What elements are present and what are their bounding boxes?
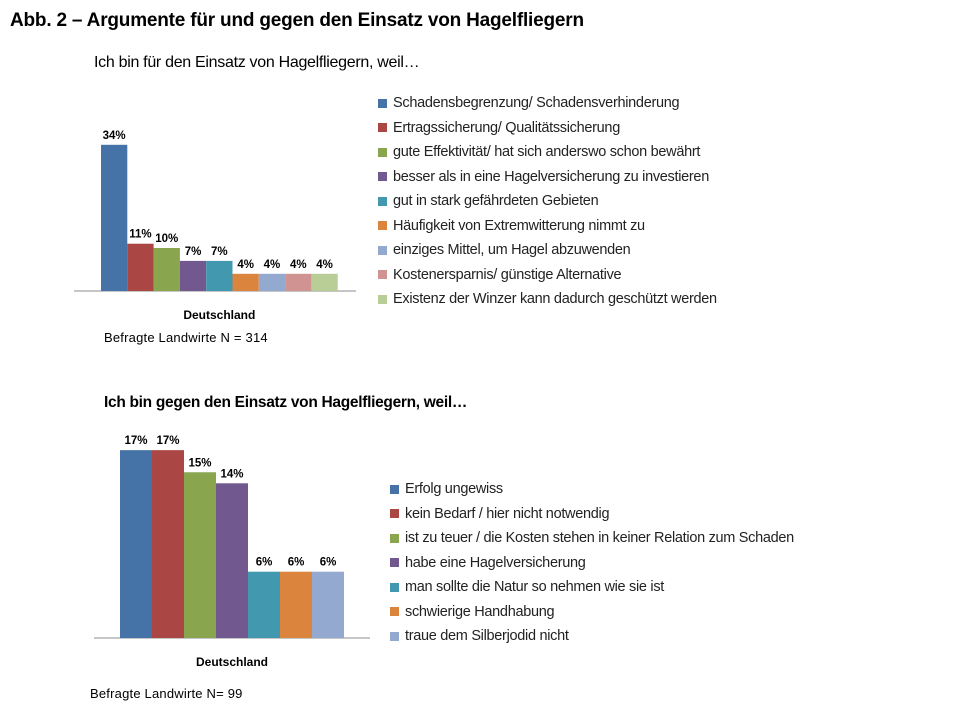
chart1-legend-item-2: Ertragssicherung/ Qualitätssicherung [378,116,717,141]
chart1-bar-9 [311,273,338,291]
legend-label: Ertragssicherung/ Qualitätssicherung [393,119,620,136]
chart1-bar-3 [153,248,180,291]
chart2-data-label-5: 6% [256,557,273,569]
chart2-bar-1 [120,450,152,638]
legend-label: Häufigkeit von Extremwitterung nimmt zu [393,217,645,234]
legend-swatch [378,123,387,133]
chart2-bar-4 [216,483,248,638]
chart1-data-label-7: 4% [264,259,281,271]
chart1-data-label-2: 11% [129,229,151,241]
chart1-bar-2 [127,243,154,291]
legend-swatch [378,196,387,206]
chart2-bar-2 [152,450,184,638]
legend-label: habe eine Hagelversicherung [405,554,586,571]
chart1-legend-item-4: besser als in eine Hagelversicherung zu … [378,165,717,190]
chart2-bar-6 [280,571,312,638]
chart2-sample-note: Befragte Landwirte N= 99 [90,686,243,701]
legend-label: einziges Mittel, um Hagel abzuwenden [393,242,631,259]
chart1-category-label: Deutschland [183,308,255,322]
legend-swatch [378,221,387,231]
chart2-bar-7 [312,571,344,638]
legend-swatch [390,631,399,641]
legend-label: Existenz der Winzer kann dadurch geschüt… [393,291,717,308]
chart2-legend-item-7: traue dem Silberjodid nicht [390,624,794,649]
chart1-data-label-9: 4% [316,259,333,271]
chart1-bar-6 [232,273,259,291]
legend-label: Schadensbegrenzung/ Schadensverhinderung [393,95,680,112]
legend-swatch [378,147,387,157]
chart2-data-label-4: 14% [220,468,243,480]
chart2-legend-item-2: kein Bedarf / hier nicht notwendig [390,502,794,527]
legend-swatch [390,509,399,519]
chart1-bar-8 [285,273,312,291]
chart2-data-label-6: 6% [288,557,305,569]
legend-label: traue dem Silberjodid nicht [405,628,569,645]
chart1-sample-note: Befragte Landwirte N = 314 [104,330,268,345]
chart2-legend-item-6: schwierige Handhabung [390,600,794,625]
chart1-data-label-4: 7% [185,246,202,258]
chart2-data-label-2: 17% [156,435,179,447]
chart1-data-label-1: 34% [103,130,126,142]
chart2-data-label-7: 6% [320,557,337,569]
chart1-title: Ich bin für den Einsatz von Hagelflieger… [94,54,420,71]
legend-label: gut in stark gefährdeten Gebieten [393,193,599,210]
legend-label: schwierige Handhabung [405,603,555,620]
legend-swatch [390,484,399,494]
legend-label: Kostenersparnis/ günstige Alternative [393,266,622,283]
legend-label: Erfolg ungewiss [405,481,503,498]
chart2-bar-3 [184,472,216,638]
chart1-legend-item-6: Häufigkeit von Extremwitterung nimmt zu [378,214,717,239]
legend-label: kein Bedarf / hier nicht notwendig [405,505,610,522]
chart1-legend-item-5: gut in stark gefährdeten Gebieten [378,189,717,214]
chart1-data-label-6: 4% [237,259,254,271]
legend-swatch [378,294,387,304]
chart1-legend-item-8: Kostenersparnis/ günstige Alternative [378,263,717,288]
chart2-legend-item-3: ist zu teuer / die Kosten stehen in kein… [390,526,794,551]
legend-swatch [390,582,399,592]
legend-swatch [378,270,387,280]
legend-label: ist zu teuer / die Kosten stehen in kein… [405,530,794,547]
chart1-legend: Schadensbegrenzung/ Schadensverhinderung… [378,91,717,312]
chart2-legend-item-5: man sollte die Natur so nehmen wie sie i… [390,575,794,600]
chart1-data-label-5: 7% [211,246,228,258]
legend-label: besser als in eine Hagelversicherung zu … [393,168,709,185]
chart1-bar-1 [101,144,128,291]
chart2-legend-item-1: Erfolg ungewiss [390,477,794,502]
chart2-category-label: Deutschland [196,655,268,669]
legend-swatch [390,558,399,568]
chart2-data-label-3: 15% [188,457,211,469]
chart2-title: Ich bin gegen den Einsatz von Hagelflieg… [104,394,468,411]
chart1-data-label-3: 10% [155,233,178,245]
page-title: Abb. 2 – Argumente für und gegen den Ein… [10,10,584,31]
chart1-legend-item-7: einziges Mittel, um Hagel abzuwenden [378,238,717,263]
chart2-bar-5 [248,571,280,638]
legend-swatch [390,533,399,543]
chart1-legend-item-1: Schadensbegrenzung/ Schadensverhinderung [378,91,717,116]
chart1-bar-5 [206,260,233,291]
legend-swatch [378,98,387,108]
chart1-data-label-8: 4% [290,259,307,271]
chart1-legend-item-3: gute Effektivität/ hat sich anderswo sch… [378,140,717,165]
legend-label: man sollte die Natur so nehmen wie sie i… [405,579,664,596]
chart1-bar-7 [258,273,286,291]
legend-swatch [378,172,387,182]
legend-label: gute Effektivität/ hat sich anderswo sch… [393,144,701,161]
chart2-legend: Erfolg ungewiss kein Bedarf / hier nicht … [390,477,794,649]
chart1-legend-item-9: Existenz der Winzer kann dadurch geschüt… [378,287,717,312]
legend-swatch [390,607,399,617]
legend-swatch [378,245,387,255]
chart1-bar-4 [179,260,207,291]
chart2-data-label-1: 17% [124,435,147,447]
chart2-legend-item-4: habe eine Hagelversicherung [390,551,794,576]
